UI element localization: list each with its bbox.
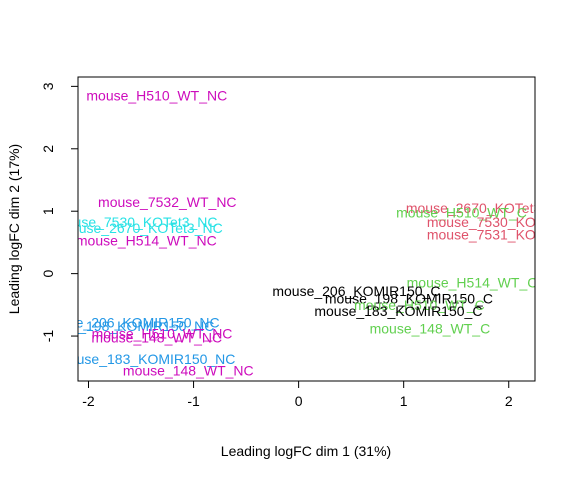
- point-label: mouse_148_WT_C: [370, 321, 491, 337]
- y-axis-title: Leading logFC dim 2 (17%): [6, 144, 22, 314]
- point-label: mouse_148_WT_NC: [123, 362, 254, 378]
- point-label: mouse_H514_WT_NC: [76, 233, 217, 249]
- point-label: mouse_7531_KOTet3_C: [427, 226, 576, 242]
- point-label: mouse_2670_KOTet3_NC: [59, 220, 222, 236]
- x-tick-label: -2: [82, 393, 95, 409]
- plot-frame: [77, 76, 536, 382]
- point-label: mouse_198_KOMIR150_NC: [36, 318, 214, 334]
- x-tick-label: -1: [187, 393, 200, 409]
- x-tick-label: 0: [295, 393, 303, 409]
- point-label: mouse_H514_WT_C: [407, 274, 538, 290]
- point-label: mouse_198_KOMIR150_C: [325, 291, 493, 307]
- point-label: mouse_H510_WT_NC: [92, 326, 233, 342]
- x-tick-label: 2: [505, 393, 513, 409]
- point-label: mouse_7530_KOTet3_C: [427, 214, 576, 230]
- point-label: mouse_2670_KOTet3_C: [406, 200, 559, 216]
- y-axis: -1 0 1 2 3: [40, 82, 78, 342]
- y-tick-label: 3: [40, 82, 56, 90]
- point-label: mouse_183_KOMIR150_NC: [57, 351, 235, 367]
- y-tick-label: 0: [40, 270, 56, 278]
- point-label: mouse_7532_WT_NC: [98, 194, 237, 210]
- y-tick-label: -1: [40, 330, 56, 343]
- point-label: mouse_206_KOMIR150_NC: [41, 314, 219, 330]
- point-label: mouse_H510_WT_C: [396, 205, 527, 221]
- point-label: mouse_H510_WT_NC: [86, 88, 227, 104]
- x-tick-label: 1: [400, 393, 408, 409]
- y-tick-label: 1: [40, 207, 56, 215]
- point-label: mouse_148_WT_NC: [91, 329, 222, 345]
- x-axis-title: Leading logFC dim 1 (31%): [221, 443, 391, 459]
- point-labels: mouse_H510_WT_NC mouse_7532_WT_NC mouse_75…: [36, 88, 576, 379]
- point-label: mouse_206_KOMIR150_C: [272, 283, 440, 299]
- point-label: mouse_7530_KOTet3_NC: [54, 214, 217, 230]
- x-axis: -2 -1 0 1 2: [82, 381, 513, 409]
- point-label: mouse_183_KOMIR150_C: [314, 303, 482, 319]
- point-label: mouse_H510_WT_C: [354, 297, 485, 313]
- y-tick-label: 2: [40, 145, 56, 153]
